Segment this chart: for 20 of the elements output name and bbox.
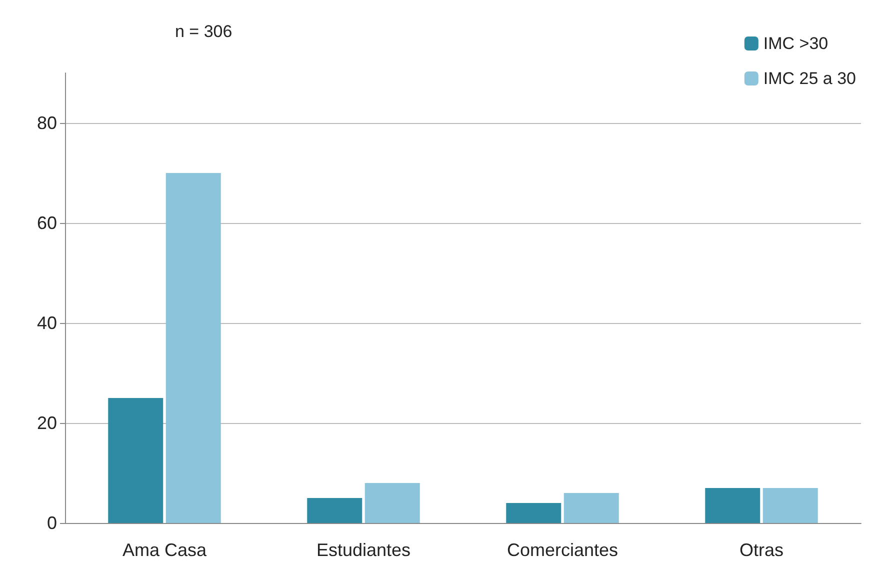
y-tick-label: 60 [36,213,57,233]
bar [762,488,818,523]
x-tick-label: Otras [739,540,784,560]
bar [364,483,420,523]
chart-title: n = 306 [175,22,232,41]
bar [506,503,562,523]
x-tick-label: Estudiantes [316,540,411,560]
y-tick-label: 80 [36,113,57,133]
y-tick-label: 0 [46,513,57,533]
bar [166,173,221,523]
bar [564,493,619,523]
legend-label: IMC 25 a 30 [763,69,856,88]
bar [705,488,760,523]
bar [108,398,164,523]
y-tick-label: 40 [36,313,57,333]
x-tick-label: Comerciantes [506,540,618,560]
x-tick-label: Ama Casa [122,540,208,560]
bar [307,498,362,523]
legend-label: IMC >30 [763,34,828,53]
y-tick-label: 20 [36,413,57,433]
